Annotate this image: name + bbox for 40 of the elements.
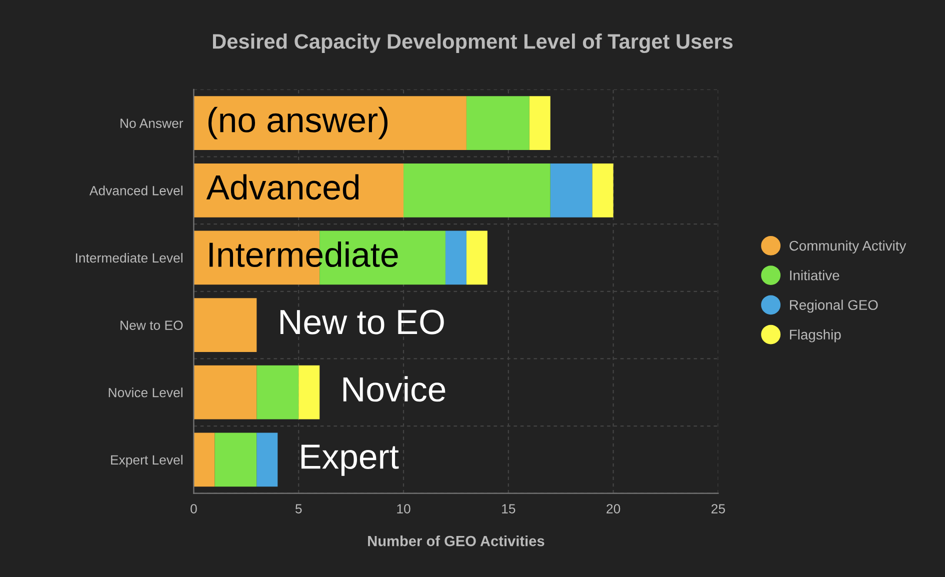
- y-tick-label: Advanced Level: [89, 186, 182, 196]
- bar: [466, 96, 530, 150]
- legend-label: Initiative: [790, 270, 840, 280]
- x-axis-title: Number of GEO Activities: [368, 535, 544, 546]
- annotation: Intermediate: [210, 242, 398, 268]
- y-tick-label: Intermediate Level: [76, 252, 182, 263]
- bar: [256, 365, 299, 420]
- legend-label: Regional GEO: [790, 300, 878, 313]
- legend-label: Flagship: [790, 329, 841, 342]
- bar: [550, 163, 592, 218]
- y-tick-label: No Answer: [120, 118, 184, 128]
- y-tick-label: Novice Level: [108, 388, 182, 398]
- annotation: Novice: [343, 376, 446, 402]
- x-tick-label: 10: [397, 504, 410, 514]
- chart-title: Desired Capacity Development Level of Target Users: [213, 34, 733, 54]
- bar: [445, 230, 466, 285]
- x-tick-label: 0: [190, 504, 197, 514]
- bar: [466, 230, 488, 285]
- bar: [529, 96, 550, 150]
- bar: [194, 96, 466, 150]
- bar: [592, 163, 614, 218]
- x-tick-label: 5: [295, 504, 302, 514]
- bar: [194, 163, 404, 218]
- bar: [194, 432, 215, 487]
- legend-label: Community Activity: [790, 240, 906, 254]
- bar: [256, 432, 278, 487]
- bar: [214, 432, 257, 487]
- annotation: Advanced: [206, 174, 359, 200]
- y-tick-label: New to EO: [120, 320, 183, 330]
- bar: [404, 163, 550, 218]
- bar: [194, 365, 257, 420]
- x-tick-label: 25: [712, 504, 725, 514]
- annotation: New to EO: [280, 310, 444, 334]
- bar: [194, 298, 257, 352]
- x-tick-label: 15: [502, 504, 516, 514]
- bar: [298, 365, 320, 420]
- y-tick-label: Expert Level: [111, 454, 182, 468]
- x-tick-label: 20: [606, 504, 620, 514]
- annotation: Expert: [301, 444, 399, 476]
- annotation: (no answer): [208, 106, 388, 140]
